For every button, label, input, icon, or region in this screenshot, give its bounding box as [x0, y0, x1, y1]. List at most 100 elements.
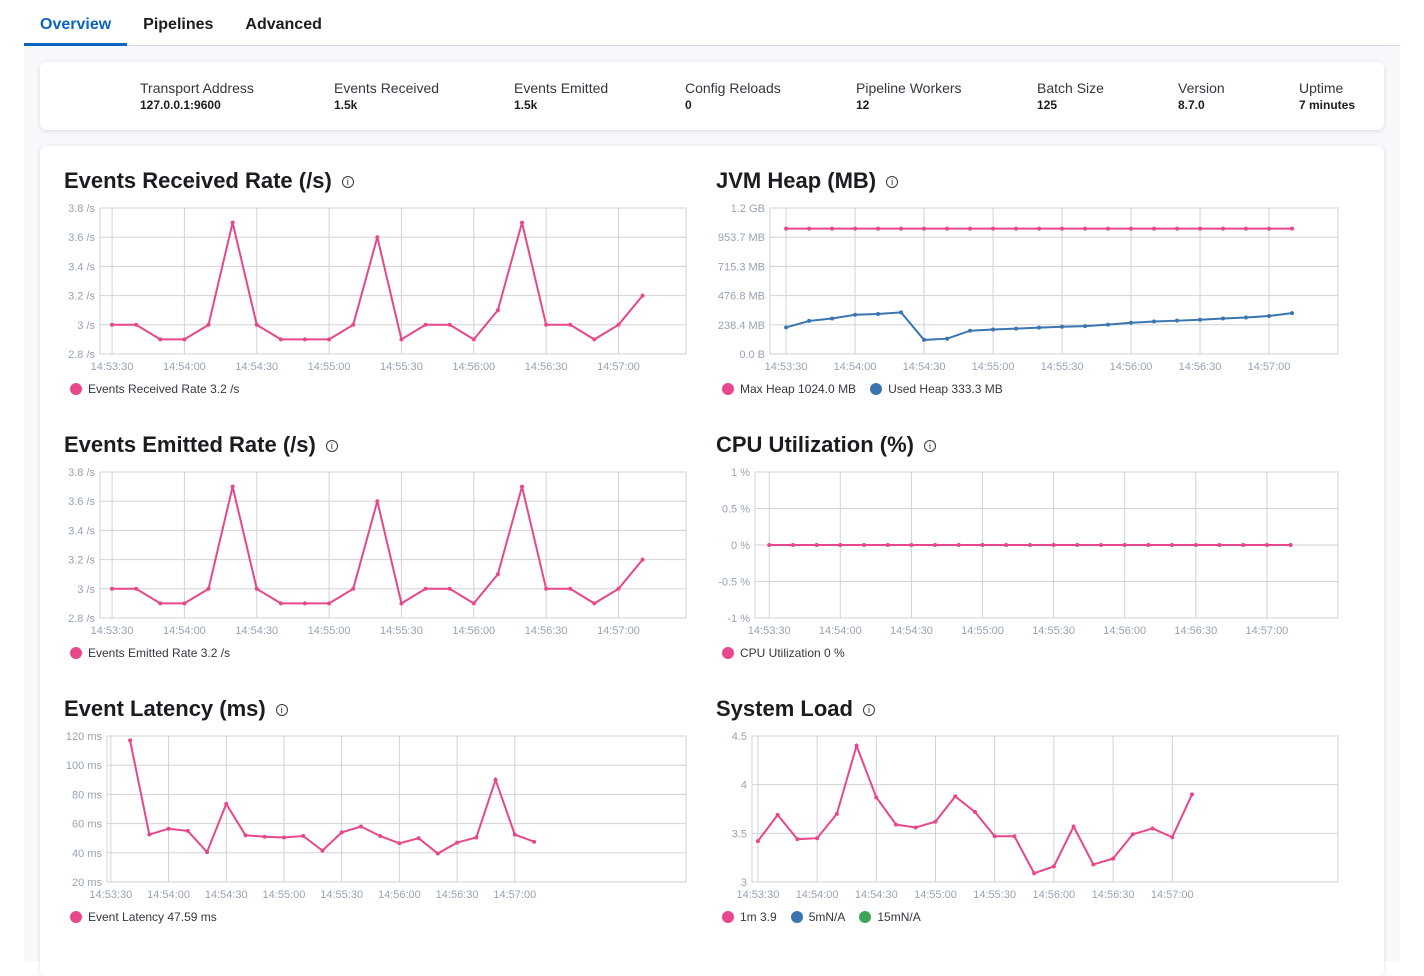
- data-point[interactable]: [1014, 326, 1019, 331]
- data-point[interactable]: [807, 318, 812, 323]
- data-point[interactable]: [301, 834, 306, 839]
- data-point[interactable]: [1004, 543, 1009, 547]
- data-point[interactable]: [1170, 543, 1175, 547]
- data-point[interactable]: [853, 312, 858, 317]
- data-point[interactable]: [1075, 543, 1080, 547]
- data-point[interactable]: [1032, 871, 1037, 876]
- data-point[interactable]: [1189, 792, 1194, 797]
- data-point[interactable]: [790, 543, 795, 547]
- data-point[interactable]: [876, 226, 881, 231]
- data-point[interactable]: [830, 226, 835, 231]
- data-point[interactable]: [182, 337, 187, 342]
- data-point[interactable]: [520, 220, 525, 225]
- data-point[interactable]: [830, 316, 835, 321]
- tab-pipelines[interactable]: Pipelines: [143, 16, 214, 33]
- data-point[interactable]: [1241, 543, 1246, 547]
- data-point[interactable]: [775, 812, 780, 817]
- data-point[interactable]: [1106, 322, 1111, 327]
- data-point[interactable]: [568, 322, 573, 327]
- data-point[interactable]: [1175, 226, 1180, 231]
- legend-item[interactable]: Events Emitted Rate 3.2 /s: [70, 646, 230, 660]
- data-point[interactable]: [471, 337, 476, 342]
- data-point[interactable]: [185, 828, 190, 833]
- data-point[interactable]: [512, 832, 517, 837]
- data-point[interactable]: [922, 226, 927, 231]
- data-point[interactable]: [1091, 862, 1096, 867]
- data-point[interactable]: [1130, 832, 1135, 837]
- data-point[interactable]: [1198, 226, 1203, 231]
- data-point[interactable]: [922, 337, 927, 342]
- data-point[interactable]: [1051, 864, 1056, 869]
- data-point[interactable]: [339, 830, 344, 835]
- data-point[interactable]: [243, 833, 248, 838]
- data-point[interactable]: [899, 310, 904, 315]
- data-point[interactable]: [423, 586, 428, 591]
- data-point[interactable]: [182, 601, 187, 606]
- data-point[interactable]: [1217, 543, 1222, 547]
- data-point[interactable]: [1111, 856, 1116, 861]
- data-point[interactable]: [1152, 319, 1157, 324]
- data-point[interactable]: [302, 601, 307, 606]
- data-point[interactable]: [1106, 226, 1111, 231]
- data-point[interactable]: [351, 322, 356, 327]
- data-point[interactable]: [230, 484, 235, 489]
- data-point[interactable]: [616, 586, 621, 591]
- data-point[interactable]: [854, 743, 859, 748]
- data-point[interactable]: [147, 832, 152, 837]
- data-point[interactable]: [278, 601, 283, 606]
- tab-advanced[interactable]: Advanced: [245, 16, 322, 33]
- data-point[interactable]: [1037, 325, 1042, 330]
- data-point[interactable]: [980, 543, 985, 547]
- data-point[interactable]: [134, 322, 139, 327]
- data-point[interactable]: [495, 572, 500, 577]
- data-point[interactable]: [1221, 316, 1226, 321]
- info-icon[interactable]: i: [275, 704, 288, 717]
- data-point[interactable]: [1198, 317, 1203, 322]
- legend-item[interactable]: CPU Utilization 0 %: [722, 646, 845, 660]
- data-point[interactable]: [592, 337, 597, 342]
- data-point[interactable]: [885, 543, 890, 547]
- data-point[interactable]: [899, 226, 904, 231]
- data-point[interactable]: [205, 850, 210, 855]
- data-point[interactable]: [375, 499, 380, 504]
- data-point[interactable]: [378, 834, 383, 839]
- data-point[interactable]: [933, 819, 938, 824]
- data-point[interactable]: [894, 822, 899, 827]
- data-point[interactable]: [1051, 543, 1056, 547]
- data-point[interactable]: [230, 220, 235, 225]
- legend-item[interactable]: 1m 3.9: [722, 910, 777, 924]
- info-icon[interactable]: i: [886, 176, 899, 189]
- data-point[interactable]: [254, 322, 259, 327]
- data-point[interactable]: [784, 226, 789, 231]
- data-point[interactable]: [158, 337, 163, 342]
- data-point[interactable]: [532, 839, 537, 844]
- data-point[interactable]: [640, 293, 645, 298]
- data-point[interactable]: [302, 337, 307, 342]
- data-point[interactable]: [327, 601, 332, 606]
- legend-item[interactable]: Event Latency 47.59 ms: [70, 910, 217, 924]
- data-point[interactable]: [1060, 226, 1065, 231]
- data-point[interactable]: [206, 322, 211, 327]
- data-point[interactable]: [568, 586, 573, 591]
- data-point[interactable]: [1012, 834, 1017, 839]
- tab-overview[interactable]: Overview: [24, 0, 128, 46]
- data-point[interactable]: [262, 834, 267, 839]
- data-point[interactable]: [876, 311, 881, 316]
- data-point[interactable]: [254, 586, 259, 591]
- data-point[interactable]: [953, 794, 958, 799]
- data-point[interactable]: [1170, 835, 1175, 840]
- data-point[interactable]: [128, 738, 133, 743]
- data-point[interactable]: [1267, 314, 1272, 319]
- data-point[interactable]: [814, 543, 819, 547]
- data-point[interactable]: [1099, 543, 1104, 547]
- data-point[interactable]: [784, 325, 789, 330]
- data-point[interactable]: [1244, 315, 1249, 320]
- data-point[interactable]: [1129, 226, 1134, 231]
- data-point[interactable]: [447, 586, 452, 591]
- data-point[interactable]: [206, 586, 211, 591]
- data-point[interactable]: [838, 543, 843, 547]
- data-point[interactable]: [968, 226, 973, 231]
- data-point[interactable]: [416, 836, 421, 841]
- data-point[interactable]: [281, 835, 286, 840]
- data-point[interactable]: [991, 226, 996, 231]
